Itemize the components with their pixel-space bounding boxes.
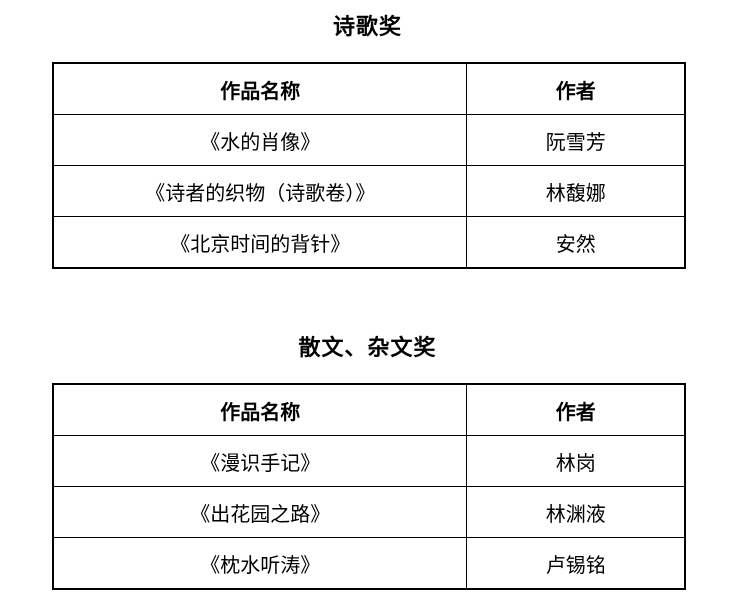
cell-work-title: 《水的肖像》	[52, 114, 468, 166]
cell-work-title: 《漫识手记》	[52, 435, 468, 487]
poetry-award-table: 作品名称 作者 《水的肖像》 阮雪芳 《诗者的织物（诗歌卷）》 林馥娜 《北京时…	[52, 62, 686, 269]
table-header-row: 作品名称 作者	[52, 62, 686, 115]
header-cell-author: 作者	[466, 383, 686, 436]
table-header-row: 作品名称 作者	[52, 383, 686, 436]
cell-work-title: 《北京时间的背针》	[52, 216, 468, 269]
cell-work-title: 《出花园之路》	[52, 486, 468, 538]
cell-author: 林馥娜	[466, 165, 686, 217]
cell-author: 阮雪芳	[466, 114, 686, 166]
prose-essay-award-table: 作品名称 作者 《漫识手记》 林岗 《出花园之路》 林渊液 《枕水听涛》 卢锡铭	[52, 383, 686, 590]
table-row: 《北京时间的背针》 安然	[52, 216, 686, 269]
table-row: 《漫识手记》 林岗	[52, 435, 686, 487]
table-row: 《枕水听涛》 卢锡铭	[52, 537, 686, 590]
table-row: 《水的肖像》 阮雪芳	[52, 114, 686, 166]
cell-work-title: 《枕水听涛》	[52, 537, 468, 590]
section-prose-essay-award: 散文、杂文奖 作品名称 作者 《漫识手记》 林岗 《出花园之路》 林渊液	[0, 333, 735, 590]
poetry-award-title: 诗歌奖	[332, 14, 402, 39]
header-cell-work-title: 作品名称	[52, 62, 468, 115]
table-row: 《诗者的织物（诗歌卷）》 林馥娜	[52, 165, 686, 217]
cell-author: 林岗	[466, 435, 686, 487]
header-cell-author: 作者	[466, 62, 686, 115]
table-row: 《出花园之路》 林渊液	[52, 486, 686, 538]
header-cell-work-title: 作品名称	[52, 383, 468, 436]
prose-essay-award-title: 散文、杂文奖	[298, 335, 437, 360]
cell-author: 林渊液	[466, 486, 686, 538]
cell-work-title: 《诗者的织物（诗歌卷）》	[52, 165, 468, 217]
cell-author: 卢锡铭	[466, 537, 686, 590]
cell-author: 安然	[466, 216, 686, 269]
section-poetry-award: 诗歌奖 作品名称 作者 《水的肖像》 阮雪芳 《诗者的织物（诗歌卷）》 林	[0, 12, 735, 269]
document-page: 诗歌奖 作品名称 作者 《水的肖像》 阮雪芳 《诗者的织物（诗歌卷）》 林	[0, 12, 735, 590]
